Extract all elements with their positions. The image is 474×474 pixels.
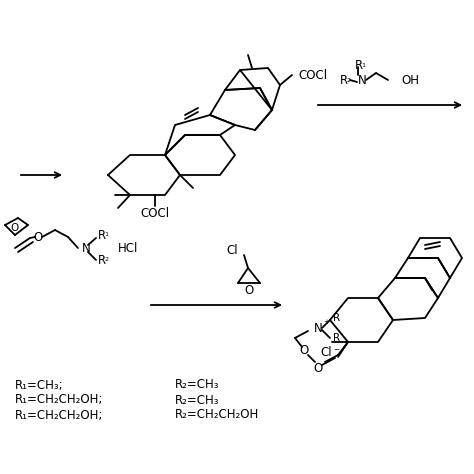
- Text: O: O: [313, 362, 323, 374]
- Text: HCl: HCl: [118, 241, 138, 255]
- Text: N: N: [358, 73, 367, 86]
- Text: R: R: [340, 73, 348, 86]
- Text: COCl: COCl: [298, 69, 327, 82]
- Text: R₂=CH₃: R₂=CH₃: [175, 393, 219, 407]
- Text: O: O: [11, 223, 19, 233]
- Text: N: N: [82, 241, 91, 255]
- Text: R: R: [333, 313, 340, 323]
- Text: R: R: [98, 254, 106, 266]
- Text: R: R: [98, 228, 106, 241]
- Text: Cl: Cl: [227, 244, 238, 256]
- Text: $_2$: $_2$: [104, 255, 109, 264]
- Text: O: O: [245, 283, 254, 297]
- Text: R: R: [333, 333, 340, 343]
- Text: Cl: Cl: [320, 346, 332, 358]
- Text: O: O: [300, 344, 309, 356]
- Text: R₁=CH₂CH₂OH;: R₁=CH₂CH₂OH;: [15, 409, 103, 421]
- Text: R₁=CH₂CH₂OH;: R₁=CH₂CH₂OH;: [15, 393, 103, 407]
- Text: R₁=CH₃;: R₁=CH₃;: [15, 379, 64, 392]
- Text: $_1$: $_1$: [104, 229, 109, 238]
- Text: R₂=CH₂CH₂OH: R₂=CH₂CH₂OH: [175, 409, 259, 421]
- Text: O: O: [33, 230, 43, 244]
- Text: $_1$: $_1$: [361, 61, 366, 70]
- Text: COCl: COCl: [140, 207, 170, 219]
- Text: N: N: [314, 321, 323, 335]
- Text: $^+$: $^+$: [322, 319, 331, 329]
- Text: $^-$: $^-$: [332, 347, 341, 357]
- Text: OH: OH: [401, 73, 419, 86]
- Text: R: R: [355, 58, 363, 72]
- Text: $_2$: $_2$: [346, 75, 352, 84]
- Text: R₂=CH₃: R₂=CH₃: [175, 379, 219, 392]
